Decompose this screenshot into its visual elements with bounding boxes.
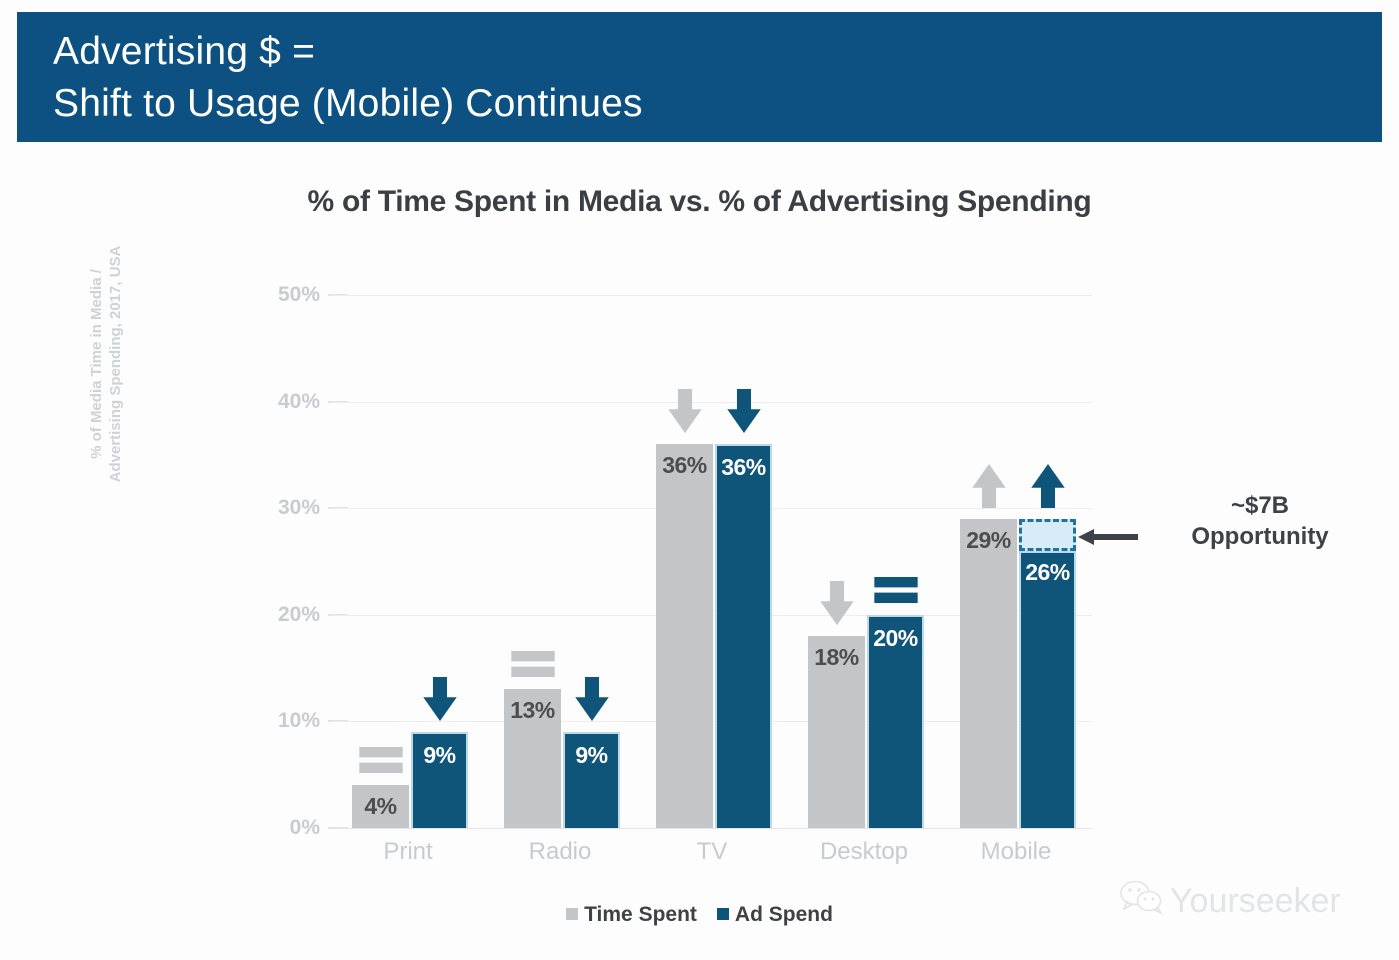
bar-value-label: 36%	[662, 452, 707, 479]
gridline	[332, 295, 1092, 296]
bar-group: 13% 9%	[484, 295, 636, 828]
watermark-text: Yourseeker	[1170, 882, 1341, 920]
opportunity-caption: Opportunity	[1191, 523, 1329, 550]
y-tick-label: 30%	[277, 496, 320, 520]
legend-label: Time Spent	[584, 903, 697, 926]
bar-value-label: 4%	[364, 793, 397, 820]
trend-down-arrow-icon	[815, 574, 859, 632]
bar-mobile-ad-spend[interactable]: 26%	[1019, 550, 1076, 828]
bar-tv-time-spent[interactable]: 36%	[656, 444, 713, 828]
wechat-icon	[1120, 880, 1164, 923]
opportunity-annotation: ~$7B Opportunity	[1140, 490, 1380, 552]
trend-down-arrow-icon	[570, 670, 614, 728]
bar-group: 18% 20%	[788, 295, 940, 828]
y-tick-label: 40%	[277, 389, 320, 413]
chart-title: % of Time Spent in Media vs. % of Advert…	[307, 185, 1092, 218]
y-tick-label: 50%	[277, 283, 320, 306]
trend-down-arrow-icon	[418, 670, 462, 728]
bar-radio-ad-spend[interactable]: 9%	[563, 732, 620, 828]
legend-swatch	[716, 908, 729, 920]
trend-equals-icon	[510, 651, 555, 678]
trend-down-arrow-icon	[663, 382, 707, 440]
bar-group: 29% 26%	[940, 295, 1092, 828]
watermark: Yourseeker	[1120, 880, 1341, 923]
trend-up-arrow-icon	[1026, 457, 1070, 515]
bar-desktop-time-spent[interactable]: 18%	[808, 636, 865, 828]
bar-radio-time-spent[interactable]: 13%	[504, 689, 561, 828]
bar-group: 36% 36%	[636, 295, 788, 828]
x-axis-label-print: Print	[383, 838, 433, 865]
bar-value-label: 13%	[510, 697, 555, 724]
gridline	[332, 401, 1092, 403]
bar-value-label: 36%	[721, 454, 766, 481]
header-banner: Advertising $ = Shift to Usage (Mobile) …	[17, 12, 1382, 142]
x-axis-label-tv: TV	[696, 838, 728, 865]
legend-item[interactable]: Time Spent	[566, 903, 697, 927]
x-axis-label-desktop: Desktop	[819, 838, 909, 865]
trend-equals-icon	[873, 576, 918, 603]
bar-value-label: 26%	[1025, 558, 1070, 585]
trend-equals-icon	[358, 747, 403, 774]
trend-up-arrow-icon	[967, 457, 1011, 515]
y-tick-label: 0%	[289, 816, 320, 839]
bar-tv-ad-spend[interactable]: 36%	[715, 444, 772, 828]
bar-mobile-time-spent[interactable]: 29%	[960, 518, 1017, 828]
x-axis-label-radio: Radio	[528, 838, 592, 865]
bar-value-label: 20%	[873, 624, 918, 651]
banner-title-line-1: Advertising $ =	[53, 30, 316, 73]
opportunity-amount: ~$7B	[1230, 492, 1290, 519]
bar-value-label: 9%	[423, 742, 456, 769]
opportunity-box	[1019, 518, 1076, 551]
bar-group: 4% 9%	[332, 295, 484, 828]
bar-print-time-spent[interactable]: 4%	[352, 785, 409, 828]
x-axis-label-mobile: Mobile	[980, 838, 1052, 865]
y-tick-label: 10%	[277, 709, 320, 733]
opportunity-arrow-icon	[1078, 528, 1138, 546]
bar-value-label: 18%	[814, 644, 859, 671]
y-axis-label: % of Media Time in Media / Advertising S…	[88, 245, 124, 483]
plot-area: 4% 9% 13% 9% 36% 36% 18% 20% 29% 26%	[332, 295, 1092, 829]
bar-value-label: 9%	[575, 742, 608, 769]
trend-down-arrow-icon	[722, 382, 766, 440]
y-tick-label: 20%	[277, 602, 320, 626]
bar-desktop-ad-spend[interactable]: 20%	[867, 614, 924, 828]
bar-print-ad-spend[interactable]: 9%	[411, 732, 468, 828]
chart-legend: Time Spent Ad Spend	[0, 903, 1399, 927]
legend-item[interactable]: Ad Spend	[716, 903, 833, 927]
bar-value-label: 29%	[966, 526, 1011, 553]
banner-title-line-2: Shift to Usage (Mobile) Continues	[53, 82, 643, 125]
gridline	[332, 828, 1092, 829]
legend-swatch	[566, 908, 579, 920]
legend-label: Ad Spend	[734, 903, 833, 926]
